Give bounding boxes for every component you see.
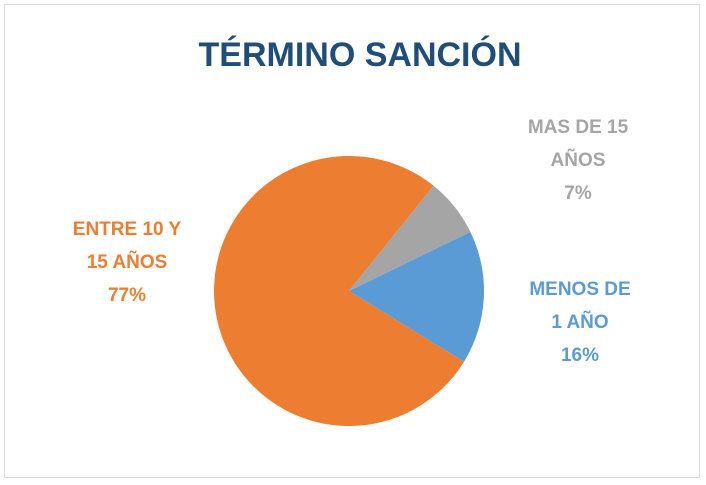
value-label: 77% bbox=[107, 285, 147, 306]
pie-slice bbox=[349, 185, 471, 291]
category-label: MENOS DE 1 AÑO bbox=[529, 279, 631, 333]
data-label: MENOS DE 1 AÑO 16% bbox=[525, 273, 635, 372]
category-label: ENTRE 10 Y 15 AÑOS bbox=[72, 219, 182, 273]
pie-slice bbox=[213, 156, 464, 426]
pie-slice bbox=[349, 231, 484, 362]
data-label: ENTRE 10 Y 15 AÑOS 77% bbox=[65, 213, 190, 312]
chart-frame bbox=[4, 4, 700, 478]
chart-title: TÉRMINO SANCIÓN bbox=[199, 36, 522, 74]
category-label: MAS DE 15 AÑOS bbox=[527, 117, 629, 171]
data-label: MAS DE 15 AÑOS 7% bbox=[516, 111, 641, 210]
value-label: 16% bbox=[560, 345, 600, 366]
value-label: 7% bbox=[564, 183, 592, 204]
